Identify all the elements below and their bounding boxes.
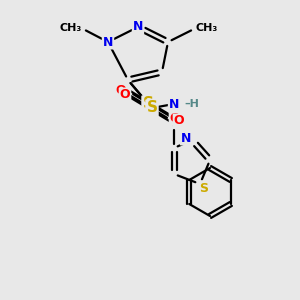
Text: O: O <box>120 88 130 101</box>
Text: S: S <box>146 100 158 116</box>
Text: N: N <box>181 131 191 145</box>
Text: N: N <box>133 20 143 34</box>
Text: O: O <box>116 83 126 97</box>
Text: O: O <box>174 115 184 128</box>
Text: N: N <box>103 35 113 49</box>
Text: –H: –H <box>184 99 199 109</box>
Text: S: S <box>142 97 154 112</box>
Text: CH₃: CH₃ <box>195 23 217 33</box>
Text: O: O <box>170 112 180 124</box>
Text: CH₃: CH₃ <box>60 23 82 33</box>
Text: N: N <box>169 98 179 110</box>
Text: S: S <box>200 182 208 194</box>
